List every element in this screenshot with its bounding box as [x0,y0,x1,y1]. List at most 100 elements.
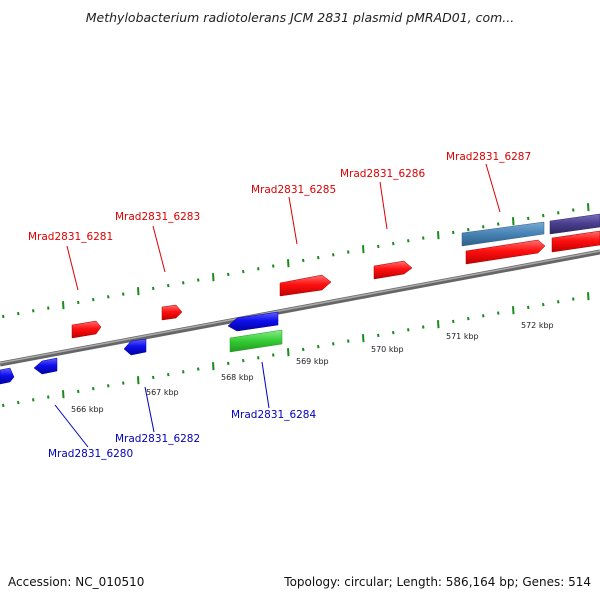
lower-tick-track [2,292,590,408]
lower-tick-15 [227,361,230,366]
upper-tick-39 [587,203,590,212]
scale-label-567: 567 kbp [146,388,179,397]
lower-tick-14 [212,362,215,371]
lower-tick-4 [62,390,65,399]
lower-tick-28 [422,325,425,329]
upper-tick-24 [362,245,365,254]
upper-tick-12 [182,281,185,285]
upper-tick-5 [77,300,80,305]
upper-tick-31 [467,227,470,232]
upper-tick-30 [452,230,455,235]
reverse-gene-Mrad2831_6280[interactable] [33,357,58,375]
scale-label-568: 568 kbp [221,373,254,382]
lower-tick-2 [32,398,35,402]
upper-tick-1 [17,311,20,316]
lower-tick-25 [377,333,380,338]
reverse-gene-Mrad2831_6284[interactable] [227,311,279,332]
forward-gene-Mrad2831_6285[interactable] [279,274,332,297]
leader-Mrad2831_6283 [152,225,166,273]
upper-tick-36 [542,213,545,218]
upper-tick-10 [152,286,155,291]
green-feature[interactable] [229,329,283,353]
forward-gene-Mrad2831_6287[interactable] [465,239,546,265]
upper-tick-17 [257,267,260,271]
upper-tick-0 [2,314,5,319]
reverse-gene-Mrad2831_6282[interactable] [123,338,147,356]
upper-tick-28 [422,236,425,240]
lower-tick-11 [167,372,170,377]
leader-Mrad2831_6286 [379,181,388,230]
forward-gene-partial-right[interactable] [551,230,600,253]
genome-backbone-highlight [0,250,600,364]
forward-gene-Mrad2831_6281[interactable] [71,320,102,339]
leader-Mrad2831_6281 [66,245,79,291]
lower-tick-30 [452,319,455,324]
forward-gene-Mrad2831_6283[interactable] [161,304,183,321]
lower-tick-32 [482,314,485,318]
topology-stats-text: Topology: circular; Length: 586,164 bp; … [284,575,591,589]
upper-tick-13 [197,278,200,282]
upper-tick-9 [137,287,140,296]
lower-tick-20 [302,347,305,352]
upper-tick-37 [557,211,560,215]
scale-label-572: 572 kbp [521,321,554,330]
upper-tick-14 [212,273,215,282]
lower-tick-29 [437,320,440,329]
lower-tick-7 [107,384,110,388]
lower-tick-22 [332,342,335,346]
upper-tick-6 [92,297,95,302]
upper-tick-34 [512,217,515,226]
lower-tick-12 [182,370,185,374]
upper-tick-8 [122,292,125,296]
forward-gene-Mrad2831_6286[interactable] [373,260,413,280]
lower-tick-13 [197,367,200,371]
lower-tick-31 [467,316,470,321]
lower-tick-8 [122,381,125,385]
lower-tick-35 [527,305,530,310]
scale-label-571: 571 kbp [446,332,479,341]
scale-label-570: 570 kbp [371,345,404,354]
upper-tick-29 [437,231,440,240]
upper-tick-20 [302,258,305,263]
gene-label-Mrad2831_6284[interactable]: Mrad2831_6284 [231,409,316,421]
gene-label-Mrad2831_6283[interactable]: Mrad2831_6283 [115,211,200,223]
lower-tick-27 [407,328,410,332]
gene-label-Mrad2831_6280[interactable]: Mrad2831_6280 [48,448,133,460]
upper-tick-21 [317,255,320,260]
upper-tick-11 [167,283,170,288]
lower-tick-19 [287,348,290,357]
lower-tick-16 [242,358,245,363]
upper-tick-2 [32,309,35,313]
lower-tick-17 [257,356,260,360]
gene-label-Mrad2831_6282[interactable]: Mrad2831_6282 [115,433,200,445]
lower-tick-34 [512,306,515,315]
lower-tick-0 [2,403,5,408]
leader-Mrad2831_6280 [54,404,89,448]
upper-tick-22 [332,253,335,257]
upper-tick-33 [497,222,500,226]
upper-tick-38 [572,208,575,212]
reverse-gene-left-partial[interactable] [0,367,15,385]
upper-tick-26 [392,241,395,246]
accession-text: Accession: NC_010510 [8,575,145,589]
lower-tick-33 [497,311,500,315]
lower-tick-21 [317,344,320,349]
lower-tick-5 [77,389,80,394]
leader-Mrad2831_6282 [144,386,155,433]
gene-label-Mrad2831_6287[interactable]: Mrad2831_6287 [446,151,531,163]
lower-tick-24 [362,334,365,343]
purple-feature[interactable] [549,213,600,235]
gene-label-Mrad2831_6281[interactable]: Mrad2831_6281 [28,231,113,243]
steelblue-feature[interactable] [461,221,545,247]
genome-backbone [0,249,600,367]
gene-label-Mrad2831_6285[interactable]: Mrad2831_6285 [251,184,336,196]
upper-tick-18 [272,264,275,268]
lower-tick-38 [572,297,575,301]
leader-Mrad2831_6287 [485,163,501,213]
gene-label-Mrad2831_6286[interactable]: Mrad2831_6286 [340,168,425,180]
lower-tick-3 [47,395,50,399]
upper-tick-23 [347,250,350,254]
lower-tick-6 [92,386,95,391]
lower-tick-37 [557,300,560,304]
